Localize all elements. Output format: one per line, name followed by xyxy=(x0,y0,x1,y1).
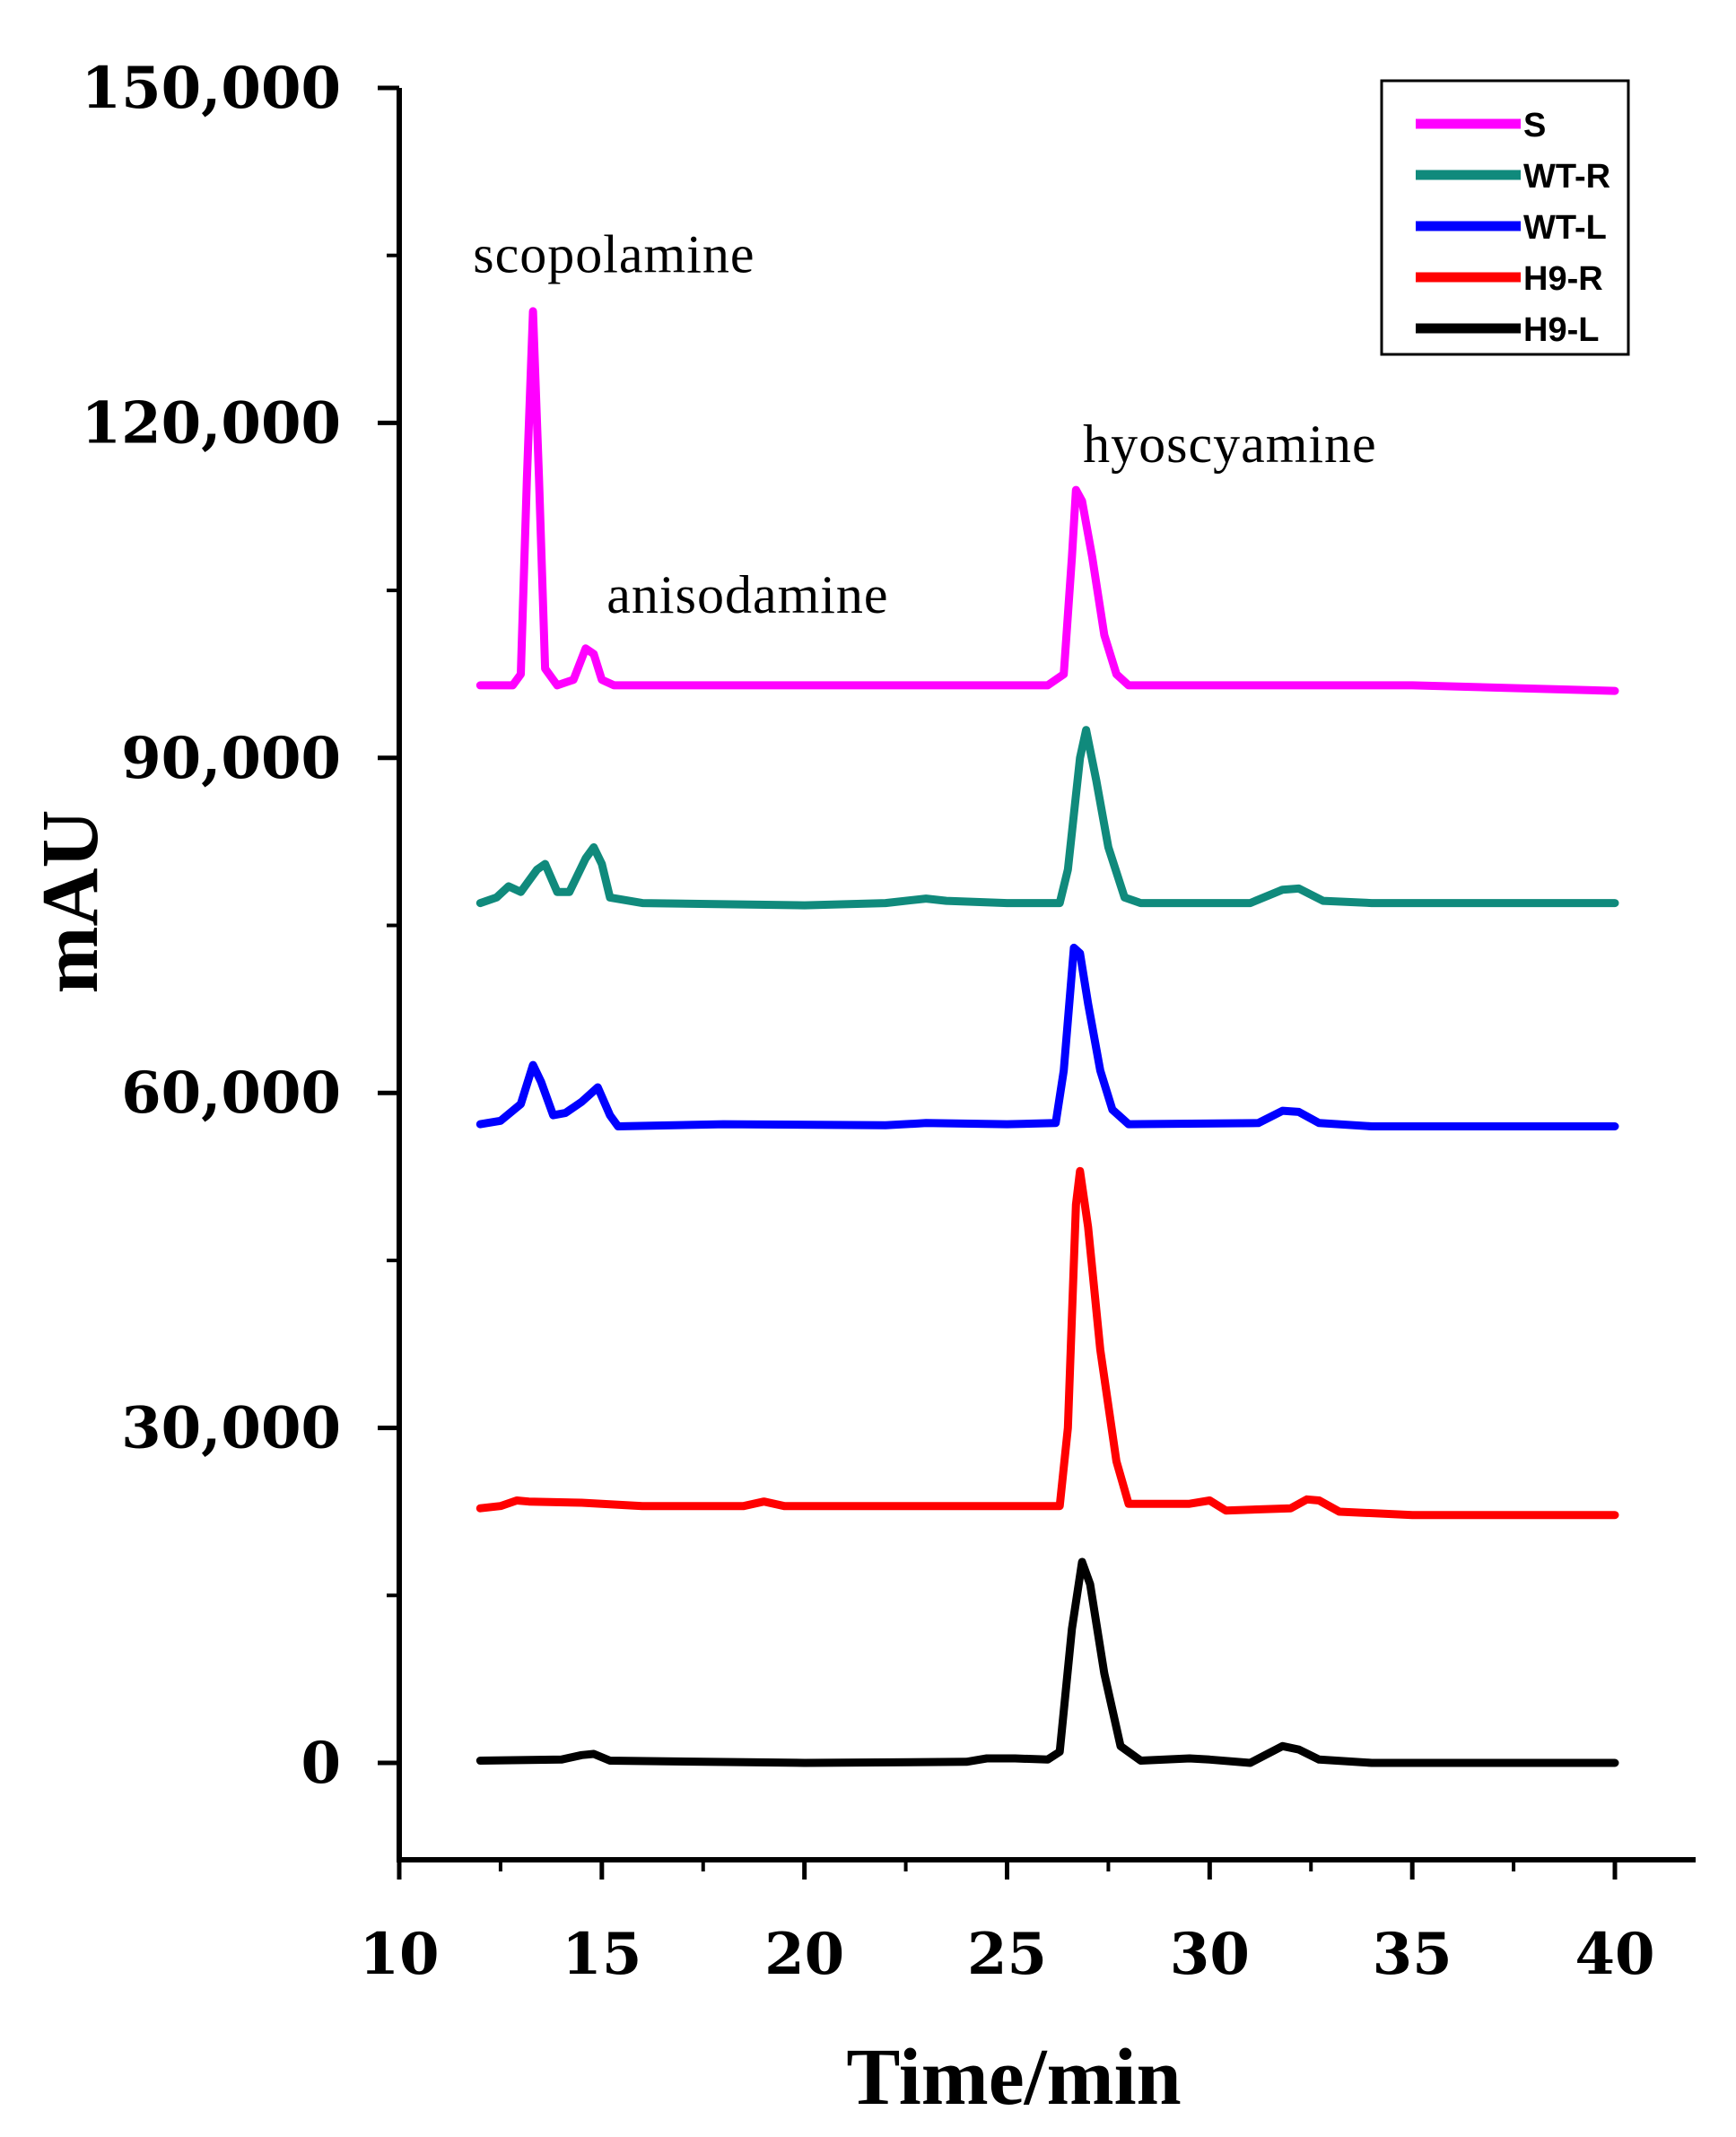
y-axis-title: mAU xyxy=(26,810,115,994)
y-tick-label: 150,000 xyxy=(82,55,341,122)
x-axis-title: Time/min xyxy=(846,2033,1181,2122)
peak-label-hyoscyamine: hyoscyamine xyxy=(1083,414,1377,474)
series-line-h9-l xyxy=(475,1557,1619,1767)
legend-label-h9-r: H9-R xyxy=(1523,260,1603,298)
legend-label-wt-l: WT-L xyxy=(1523,209,1607,247)
x-tick-label: 35 xyxy=(1373,1921,1452,1988)
x-tick-label: 40 xyxy=(1575,1921,1654,1988)
series-line-s xyxy=(475,307,1619,695)
peak-label-anisodamine: anisodamine xyxy=(606,565,888,624)
x-tick-label: 20 xyxy=(764,1921,844,1988)
series-line-wt-r xyxy=(475,726,1619,910)
legend: S WT-R WT-L H9-R H9-L xyxy=(1380,79,1630,356)
peak-annotations: scopolamine anisodamine hyoscyamine xyxy=(473,224,1377,624)
legend-items: S WT-R WT-L H9-R H9-L xyxy=(1416,107,1610,349)
y-tick-label: 0 xyxy=(301,1730,341,1797)
legend-label-s: S xyxy=(1523,107,1546,144)
x-tick-label: 30 xyxy=(1170,1921,1250,1988)
x-tick-label: 25 xyxy=(967,1921,1047,1988)
x-tick-label: 10 xyxy=(359,1921,439,1988)
series-line-h9-r xyxy=(475,1166,1619,1520)
y-tick-label: 90,000 xyxy=(121,725,341,792)
series-layer xyxy=(475,307,1619,1767)
series-line-wt-l xyxy=(475,943,1619,1130)
y-tick-label: 60,000 xyxy=(121,1060,341,1127)
x-axis-ticks: 10 15 20 25 30 35 40 xyxy=(359,1860,1655,1988)
legend-label-h9-l: H9-L xyxy=(1523,311,1599,349)
legend-label-wt-r: WT-R xyxy=(1523,158,1610,196)
peak-label-scopolamine: scopolamine xyxy=(473,224,755,283)
y-axis-ticks: 0 30,000 60,000 90,000 120,000 150,000 xyxy=(82,55,399,1797)
y-tick-label: 30,000 xyxy=(121,1395,341,1462)
y-tick-label: 120,000 xyxy=(82,389,341,457)
x-tick-label: 15 xyxy=(562,1921,641,1988)
